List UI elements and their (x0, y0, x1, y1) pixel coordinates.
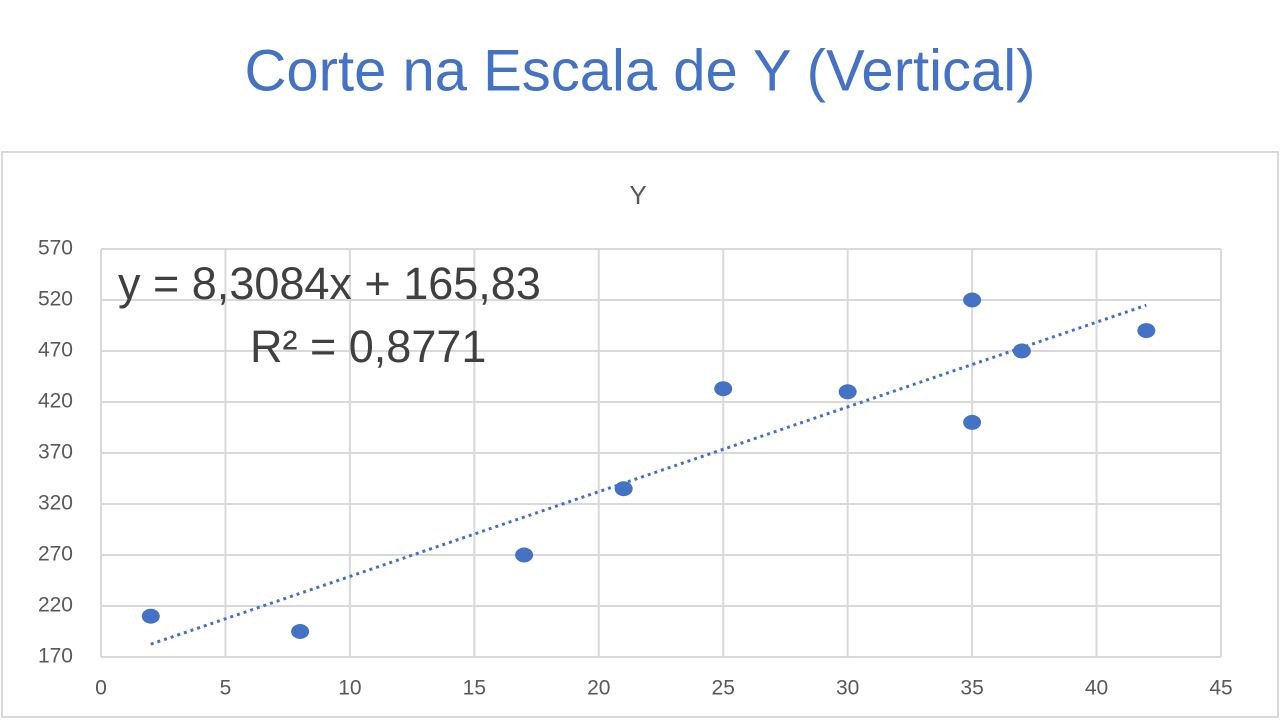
point (1137, 323, 1156, 339)
y-tick-label: 170 (38, 645, 73, 668)
equation: y = 8,3084x + 165,83 (118, 258, 541, 309)
x-tick-label: 5 (220, 677, 232, 700)
y-tick-label: 520 (38, 288, 73, 311)
point (515, 547, 534, 563)
x-tick-label: 35 (960, 677, 983, 700)
x-tick-label: 30 (836, 677, 859, 700)
x-tick-label: 45 (1209, 677, 1232, 700)
y-tick-label: 220 (38, 594, 73, 617)
y-tick-label: 320 (38, 492, 73, 515)
point (714, 381, 733, 397)
chart-frame (1, 151, 1279, 718)
plot-area: 170 220 270 320 370 420 470 520 570 0 5 10 15 20 25 30 3… (38, 237, 1233, 700)
point (141, 608, 160, 624)
chart-title: Y (629, 180, 646, 210)
slide-title: Corte na Escala de Y (Vertical) (245, 38, 1036, 103)
point (963, 414, 982, 430)
point (838, 384, 857, 400)
y-tick-label: 370 (38, 441, 73, 464)
y-tick-label: 570 (38, 237, 73, 260)
x-tick-label: 10 (338, 677, 361, 700)
point (291, 624, 310, 639)
x-tick-label: 40 (1085, 677, 1108, 700)
x-tick-label: 0 (95, 677, 107, 700)
point (1012, 343, 1031, 359)
trendline (150, 303, 1147, 646)
point (963, 292, 982, 308)
y-tick-label: 470 (38, 339, 73, 362)
x-tick-label: 25 (712, 677, 735, 700)
x-tick-label: 15 (463, 677, 486, 700)
point (614, 481, 633, 497)
y-tick-label: 420 (38, 390, 73, 413)
y-tick-label: 270 (38, 543, 73, 566)
x-tick-label: 20 (587, 677, 610, 700)
r-squared: R² = 0,8771 (250, 321, 486, 372)
